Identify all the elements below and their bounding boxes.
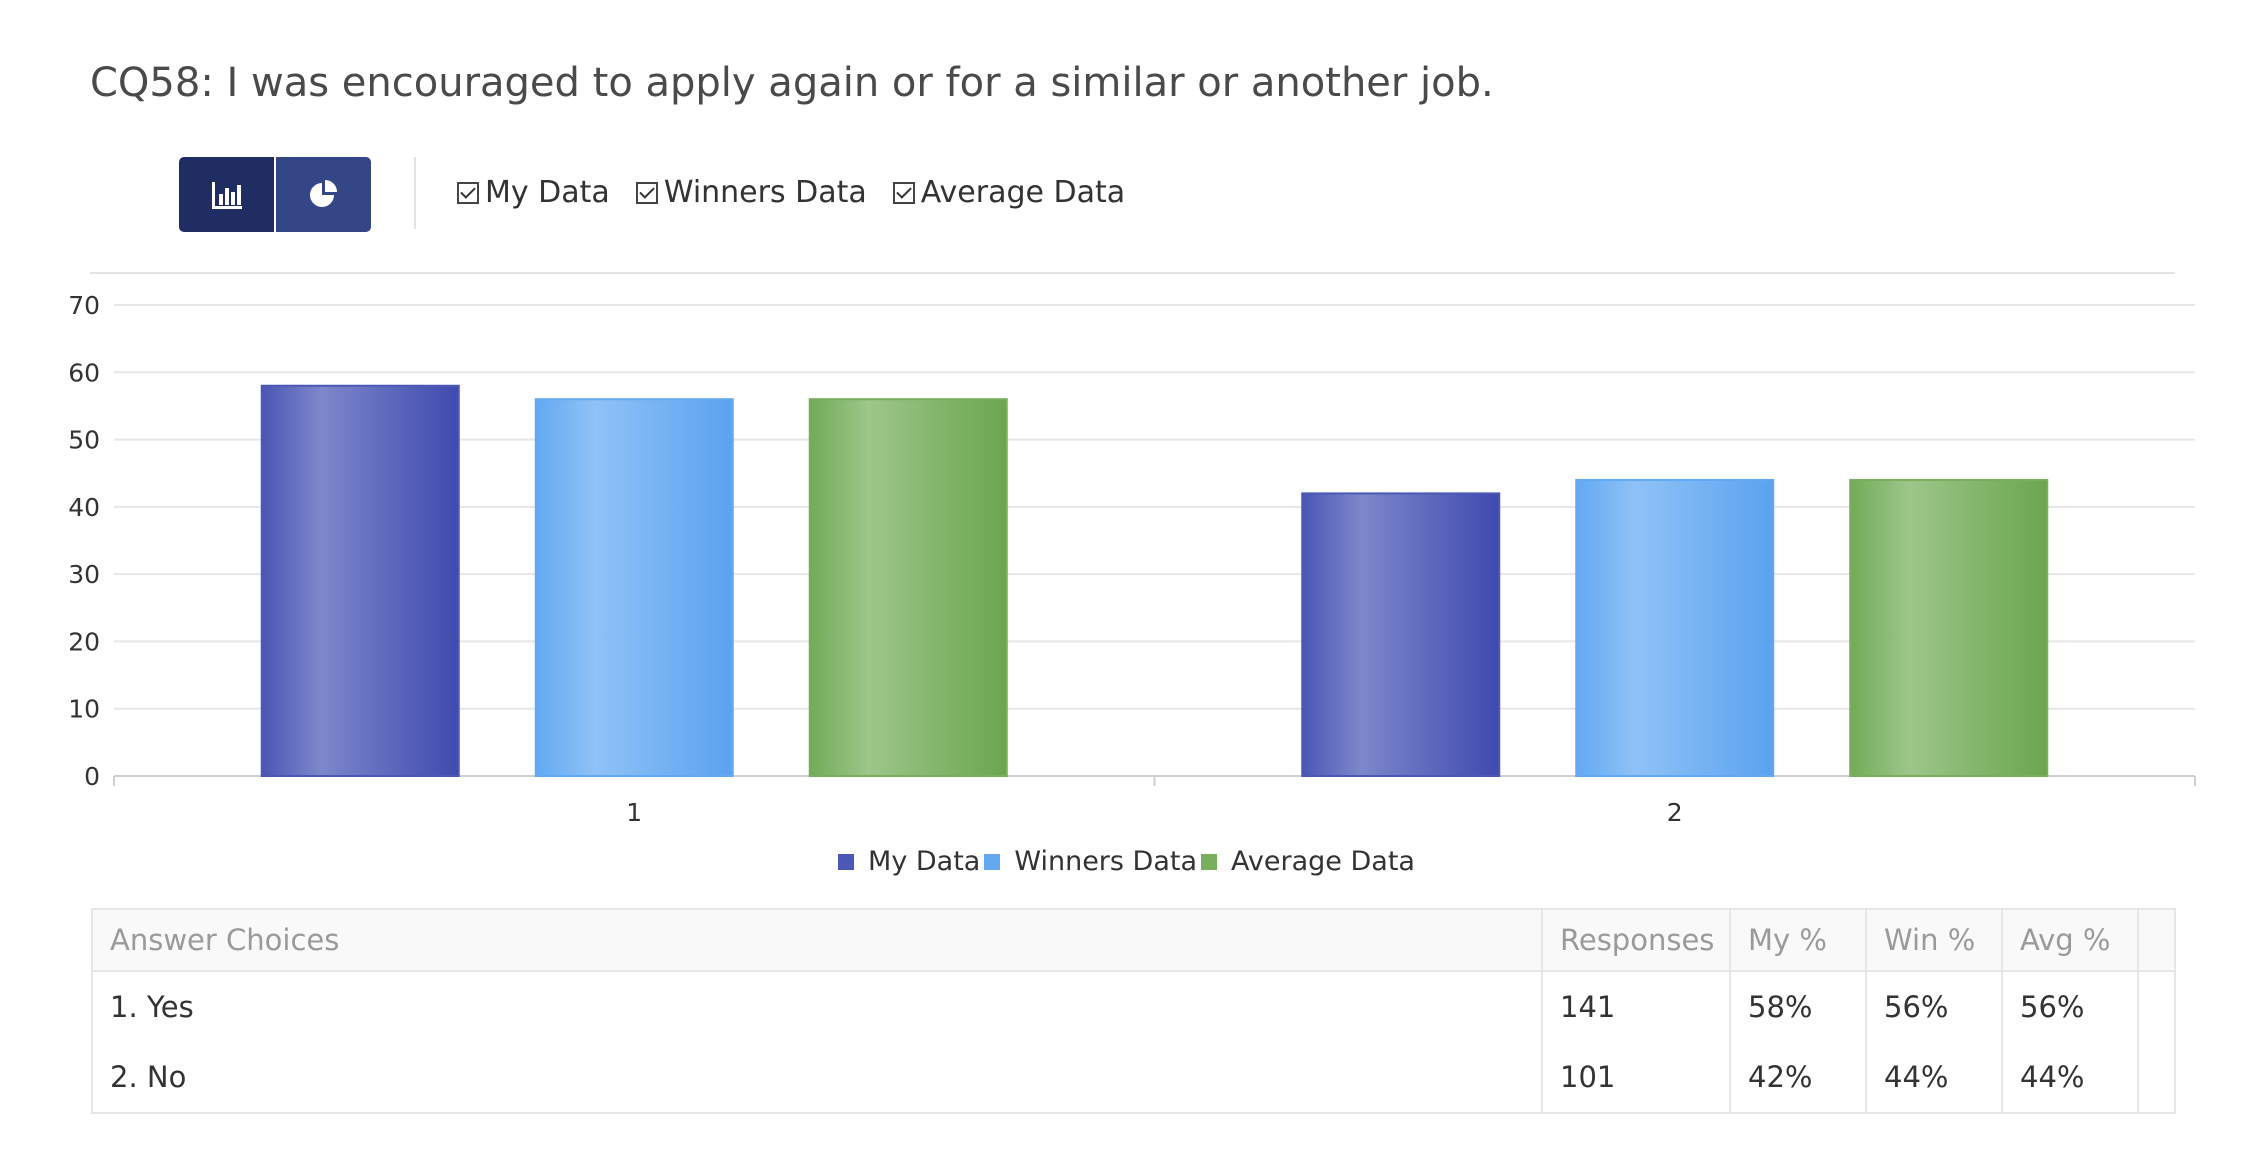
cell-spacer <box>2137 1042 2176 1114</box>
cell-my-percent: 58% <box>1729 971 1867 1042</box>
cell-avg-percent: 56% <box>2001 971 2139 1042</box>
cell-spacer <box>2137 971 2176 1042</box>
section-divider <box>90 272 2175 274</box>
y-tick-label: 30 <box>68 560 100 589</box>
toggle-average-data[interactable]: Average Data <box>892 175 1126 210</box>
cell-answer: 2. No <box>91 1042 1543 1114</box>
y-tick-label: 70 <box>68 291 100 320</box>
bar-winners-data-2[interactable] <box>1575 478 1775 777</box>
cell-win-percent: 56% <box>1865 971 2003 1042</box>
bar-my-data-1[interactable] <box>260 384 460 777</box>
y-tick-label: 40 <box>68 493 100 522</box>
bar-my-data-2[interactable] <box>1301 492 1501 777</box>
table-row: 2. No 101 42% 44% 44% <box>91 1042 2176 1114</box>
series-toggles: My Data Winners Data Average Data <box>457 175 1125 210</box>
bar-chart-icon <box>211 181 242 209</box>
toggle-label: Average Data <box>920 175 1126 210</box>
legend-swatch <box>1201 853 1218 870</box>
y-tick-label: 20 <box>68 627 100 656</box>
cell-avg-percent: 44% <box>2001 1042 2139 1114</box>
toggle-label: Winners Data <box>663 175 867 210</box>
x-tick-label: 1 <box>626 798 642 827</box>
cell-responses: 101 <box>1541 1042 1731 1114</box>
pie-chart-button[interactable] <box>276 157 371 232</box>
header-avg-percent: Avg % <box>2001 908 2139 972</box>
checkbox-icon[interactable] <box>635 181 658 204</box>
legend-item-winners-data[interactable]: Winners Data <box>984 846 1197 877</box>
header-spacer <box>2137 908 2176 972</box>
header-my-percent: My % <box>1729 908 1867 972</box>
chart-legend: My Data Winners Data Average Data <box>0 846 2253 877</box>
pie-chart-icon <box>309 179 337 207</box>
table-header-row: Answer Choices Responses My % Win % Avg … <box>91 908 2176 972</box>
cell-answer: 1. Yes <box>91 971 1543 1042</box>
cell-win-percent: 44% <box>1865 1042 2003 1114</box>
chart-type-toolbar <box>179 157 371 232</box>
y-tick-label: 0 <box>84 762 100 791</box>
question-title: CQ58: I was encouraged to apply again or… <box>90 60 1494 106</box>
bar-chart-button[interactable] <box>179 157 276 232</box>
checkbox-icon[interactable] <box>457 181 479 204</box>
header-answer-choices: Answer Choices <box>91 908 1543 972</box>
header-win-percent: Win % <box>1865 908 2003 972</box>
header-responses: Responses <box>1541 908 1731 972</box>
legend-label: Average Data <box>1231 846 1415 877</box>
bar-chart: 0 10 20 30 40 50 60 70 1 2 <box>68 291 2196 827</box>
toggle-my-data[interactable]: My Data <box>457 175 610 210</box>
bar-average-data-1[interactable] <box>808 398 1008 777</box>
legend-item-my-data[interactable]: My Data <box>838 846 980 877</box>
legend-label: Winners Data <box>1014 846 1198 877</box>
y-tick-label: 60 <box>68 358 100 387</box>
bar-average-data-2[interactable] <box>1849 478 2049 777</box>
legend-item-average-data[interactable]: Average Data <box>1201 846 1415 877</box>
x-tick-label: 2 <box>1667 798 1683 827</box>
bar-winners-data-1[interactable] <box>534 398 734 777</box>
legend-swatch <box>838 853 855 870</box>
cell-my-percent: 42% <box>1729 1042 1867 1114</box>
toolbar-divider <box>414 157 416 229</box>
y-tick-label: 10 <box>68 695 100 724</box>
legend-label: My Data <box>868 846 981 877</box>
legend-swatch <box>984 853 1001 870</box>
y-tick-label: 50 <box>68 426 100 455</box>
table-row: 1. Yes 141 58% 56% 56% <box>91 971 2176 1042</box>
toggle-label: My Data <box>485 175 610 210</box>
cell-responses: 141 <box>1541 971 1731 1042</box>
checkbox-icon[interactable] <box>892 181 915 204</box>
toggle-winners-data[interactable]: Winners Data <box>635 175 867 210</box>
results-table: Answer Choices Responses My % Win % Avg … <box>91 908 2176 1114</box>
